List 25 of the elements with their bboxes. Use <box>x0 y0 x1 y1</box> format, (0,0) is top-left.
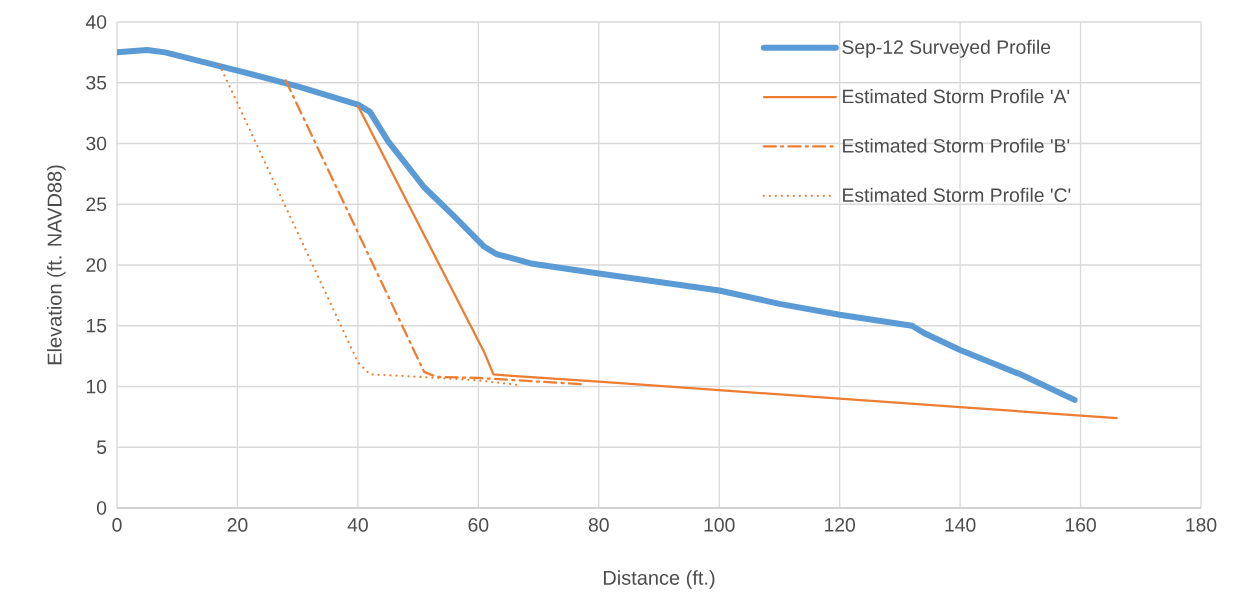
x-tick-label: 20 <box>227 518 248 532</box>
y-axis-title: Elevation (ft. NAVD88) <box>47 165 66 365</box>
x-tick-label: 100 <box>704 518 735 532</box>
legend-label: Estimated Storm Profile 'A' <box>843 89 1070 104</box>
x-tick-label: 60 <box>468 518 489 532</box>
x-tick-label: 120 <box>825 518 856 532</box>
x-tick-label: 180 <box>1186 518 1217 532</box>
legend-label: Sep-12 Surveyed Profile <box>842 39 1051 58</box>
x-tick-label: 140 <box>945 518 976 532</box>
legend-label: Estimated Storm Profile 'B' <box>843 138 1070 153</box>
y-tick-label: 20 <box>86 258 107 272</box>
y-tick-label: 30 <box>86 136 107 151</box>
x-tick-label: 0 <box>112 518 122 532</box>
y-tick-label: 25 <box>86 197 107 212</box>
x-tick-label: 80 <box>588 518 609 532</box>
y-tick-label: 10 <box>86 379 107 394</box>
x-tick-label: 160 <box>1065 518 1096 532</box>
x-axis-title: Distance (ft.) <box>603 570 715 589</box>
x-tick-label: 40 <box>347 518 368 532</box>
y-tick-label: 0 <box>96 501 107 515</box>
y-tick-label: 5 <box>96 440 107 454</box>
y-tick-label: 15 <box>86 319 107 333</box>
y-tick-label: 40 <box>85 15 107 29</box>
legend-label: Estimated Storm Profile 'C' <box>843 187 1071 202</box>
y-tick-label: 35 <box>86 75 107 90</box>
